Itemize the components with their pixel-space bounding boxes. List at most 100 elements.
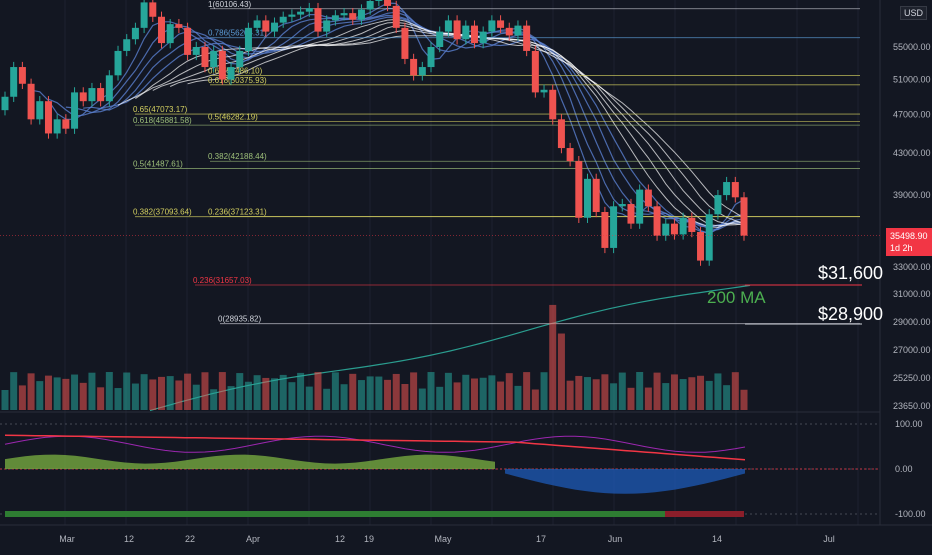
candle-body: [410, 58, 418, 76]
candle-body: [262, 20, 270, 32]
currency-label[interactable]: USD: [900, 6, 928, 20]
volume-bar: [105, 372, 113, 410]
candle-body: [705, 214, 713, 261]
candle-body: [401, 27, 409, 59]
trend-bar-bearish: [665, 511, 744, 517]
candle-body: [340, 13, 348, 16]
time-tick-label: 19: [364, 534, 374, 544]
fib-level-label: 0.382(42188.44): [208, 152, 267, 161]
last-price-value: 35498.90: [890, 231, 928, 241]
candle-body: [227, 67, 235, 80]
candle-body: [97, 88, 105, 102]
volume-bar: [192, 384, 200, 410]
volume-bar: [114, 388, 122, 410]
price-tick-label: 43000.00: [893, 148, 931, 158]
candle-body: [331, 15, 339, 21]
ma200-label: 200 MA: [707, 288, 766, 307]
candle-body: [531, 50, 539, 93]
time-tick-label: 12: [124, 534, 134, 544]
volume-bar: [157, 376, 165, 410]
volume-bar: [653, 372, 661, 410]
candle-body: [323, 20, 331, 32]
candle-body: [392, 5, 400, 28]
fib-level-label: 0.65(47073.17): [133, 105, 188, 114]
volume-bar: [244, 381, 252, 410]
fib-level-label: 0.5(41487.61): [133, 159, 183, 168]
volume-bar: [392, 373, 400, 410]
candle-body: [436, 31, 444, 47]
volume-bar: [566, 380, 574, 410]
candle-body: [271, 22, 279, 32]
fib-level-label: 0.65(51486.10): [208, 66, 263, 75]
candle-body: [218, 50, 226, 80]
candle-body: [549, 89, 557, 120]
time-tick-label: Jun: [608, 534, 623, 544]
volume-bar: [18, 385, 26, 410]
volume-bar: [740, 389, 748, 410]
volume-bar: [184, 373, 192, 410]
volume-bar: [514, 385, 522, 410]
candle-body: [384, 0, 392, 6]
candle-body: [175, 24, 183, 28]
volume-bar: [636, 372, 644, 410]
candle-body: [479, 31, 487, 44]
candle-body: [314, 8, 322, 32]
candle-body: [44, 101, 52, 134]
volume-bar: [418, 388, 426, 410]
price-tick-label: 47000.00: [893, 110, 931, 120]
volume-bar: [531, 389, 539, 410]
time-tick-label: 22: [185, 534, 195, 544]
candle-body: [62, 119, 70, 129]
price-tick-label: 29000.00: [893, 317, 931, 327]
price-tick-label: 31000.00: [893, 289, 931, 299]
candle-body: [453, 20, 461, 40]
time-tick-label: May: [434, 534, 452, 544]
fib-level-label: 0(28935.82): [218, 315, 261, 324]
candle-body: [279, 16, 287, 23]
candle-body: [36, 101, 44, 120]
price-tick-label: 51000.00: [893, 75, 931, 85]
candle-body: [505, 27, 513, 36]
candle-body: [644, 189, 652, 207]
volume-bar: [444, 372, 452, 410]
candle-body: [444, 20, 452, 32]
candle-body: [114, 50, 122, 76]
fib-level-label: 0.382(37093.64): [133, 208, 192, 217]
volume-bar: [27, 373, 35, 410]
volume-bar: [436, 386, 444, 410]
candle-body: [105, 75, 113, 102]
volume-bar: [479, 377, 487, 410]
time-axis: Mar 12 22 Apr 12 19 May 17 Jun 14 Jul: [59, 534, 835, 544]
volume-bar: [131, 383, 139, 410]
volume-bar: [488, 375, 496, 410]
volume-bar: [384, 379, 392, 410]
candle-body: [305, 8, 313, 12]
candle-body: [627, 204, 635, 224]
volume-bar: [349, 373, 357, 410]
candle-body: [592, 178, 600, 212]
volume-bar: [357, 380, 365, 410]
time-tick-label: 14: [712, 534, 722, 544]
candle-body: [731, 182, 739, 198]
candle-body: [618, 204, 626, 207]
volume-bar: [410, 372, 418, 410]
oscillator-negative-area: [505, 469, 745, 494]
candle-body: [714, 195, 722, 215]
candle-body: [288, 14, 296, 17]
volume-bar: [462, 374, 470, 410]
volume-bar: [166, 376, 174, 410]
volume-bar: [262, 377, 270, 410]
volume-bar: [62, 378, 70, 410]
volume-bar: [584, 377, 592, 410]
candle-body: [149, 2, 157, 17]
fib-level-label: 0.618(50375.93): [208, 76, 267, 85]
candle-body: [236, 50, 244, 68]
candle-body: [140, 2, 148, 28]
fib-level-label: 1(60106.43): [208, 0, 251, 9]
trend-bar-bullish: [5, 511, 665, 517]
volume-bar: [201, 372, 209, 410]
volume-bar: [323, 388, 331, 410]
volume-bar: [497, 381, 505, 410]
